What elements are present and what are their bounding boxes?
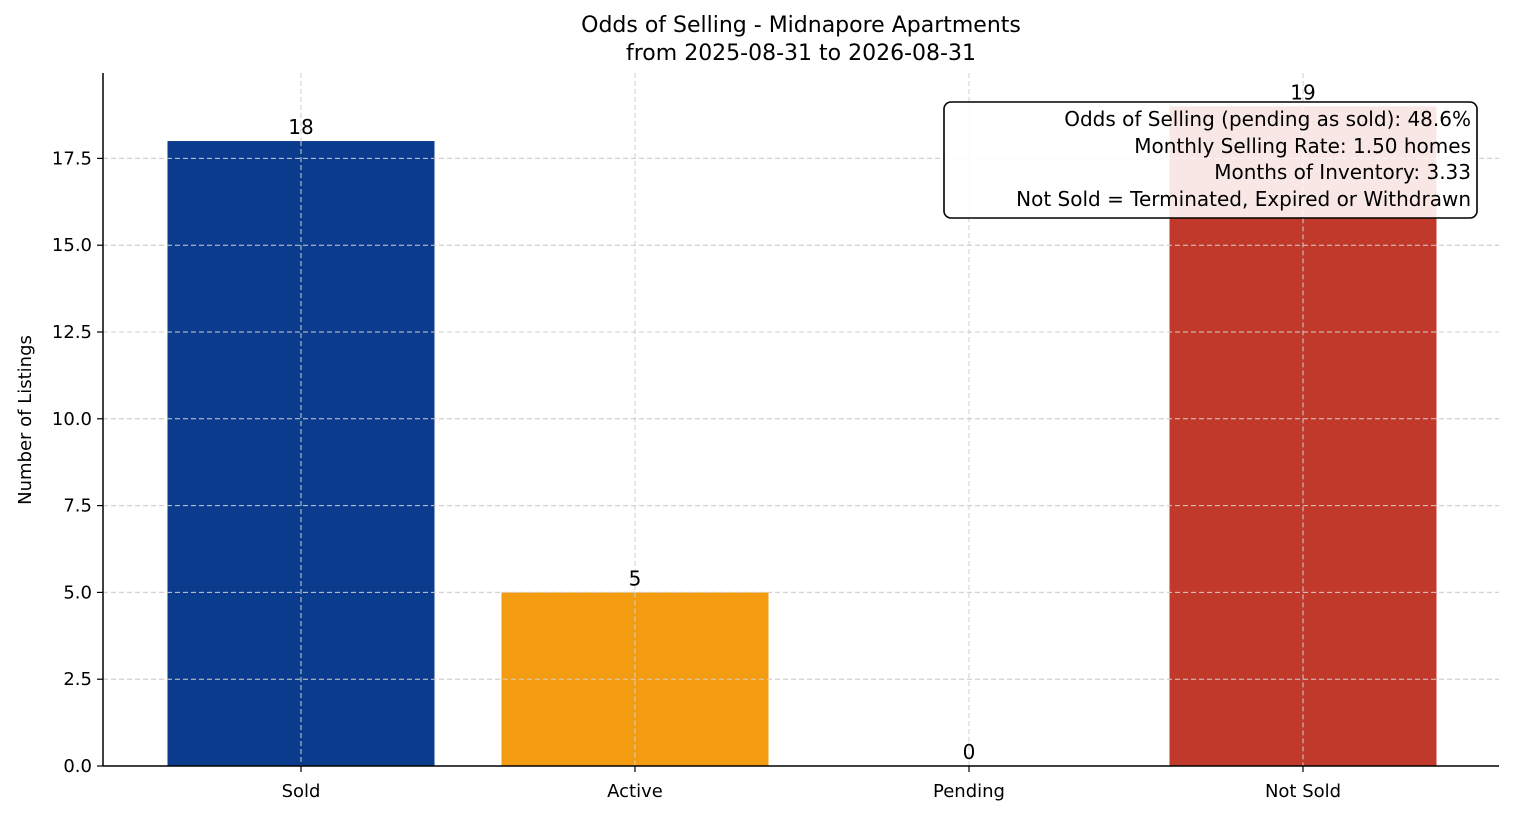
y-tick-label: 5.0 bbox=[63, 582, 92, 603]
y-tick-label: 17.5 bbox=[52, 148, 92, 169]
axes-layer bbox=[102, 73, 1499, 767]
x-tick-label: Pending bbox=[933, 781, 1005, 802]
annotation-box: Odds of Selling (pending as sold): 48.6%… bbox=[943, 101, 1478, 219]
x-tick-label: Not Sold bbox=[1265, 781, 1341, 802]
x-tick-label: Sold bbox=[282, 781, 321, 802]
y-tick-label: 0.0 bbox=[63, 756, 92, 777]
bar-value-label: 0 bbox=[963, 740, 976, 764]
chart-title: Odds of Selling - Midnapore Apartments bbox=[581, 13, 1021, 38]
y-tick-label: 10.0 bbox=[52, 409, 92, 430]
annotation-frame bbox=[943, 101, 1478, 219]
bar-value-label: 18 bbox=[288, 115, 313, 139]
bars-layer bbox=[103, 106, 1499, 767]
annotation-line-inventory: Months of Inventory: 3.33 bbox=[1214, 160, 1471, 184]
y-axis-label: Number of Listings bbox=[15, 335, 36, 505]
y-tick-label: 2.5 bbox=[63, 669, 92, 690]
annotation-line-definition: Not Sold = Terminated, Expired or Withdr… bbox=[1016, 187, 1471, 211]
y-tick-label: 7.5 bbox=[63, 496, 92, 517]
x-tick-label: Active bbox=[607, 781, 663, 802]
y-tick-label: 12.5 bbox=[52, 322, 92, 343]
ticks-layer: 0.0 2.5 5.0 7.5 10.0 12.5 15.0 17.5 Sold Active Pe… bbox=[52, 148, 1341, 802]
bar-value-label: 19 bbox=[1290, 80, 1315, 104]
bar-value-label: 5 bbox=[629, 566, 642, 590]
annotation-line-rate: Monthly Selling Rate: 1.50 homes bbox=[1134, 134, 1471, 158]
y-tick-label: 15.0 bbox=[52, 235, 92, 256]
chart-subtitle: from 2025-08-31 to 2026-08-31 bbox=[626, 41, 976, 66]
labels-layer: 18 5 0 19 bbox=[288, 80, 1315, 764]
annotation-line-odds: Odds of Selling (pending as sold): 48.6% bbox=[1064, 107, 1471, 131]
